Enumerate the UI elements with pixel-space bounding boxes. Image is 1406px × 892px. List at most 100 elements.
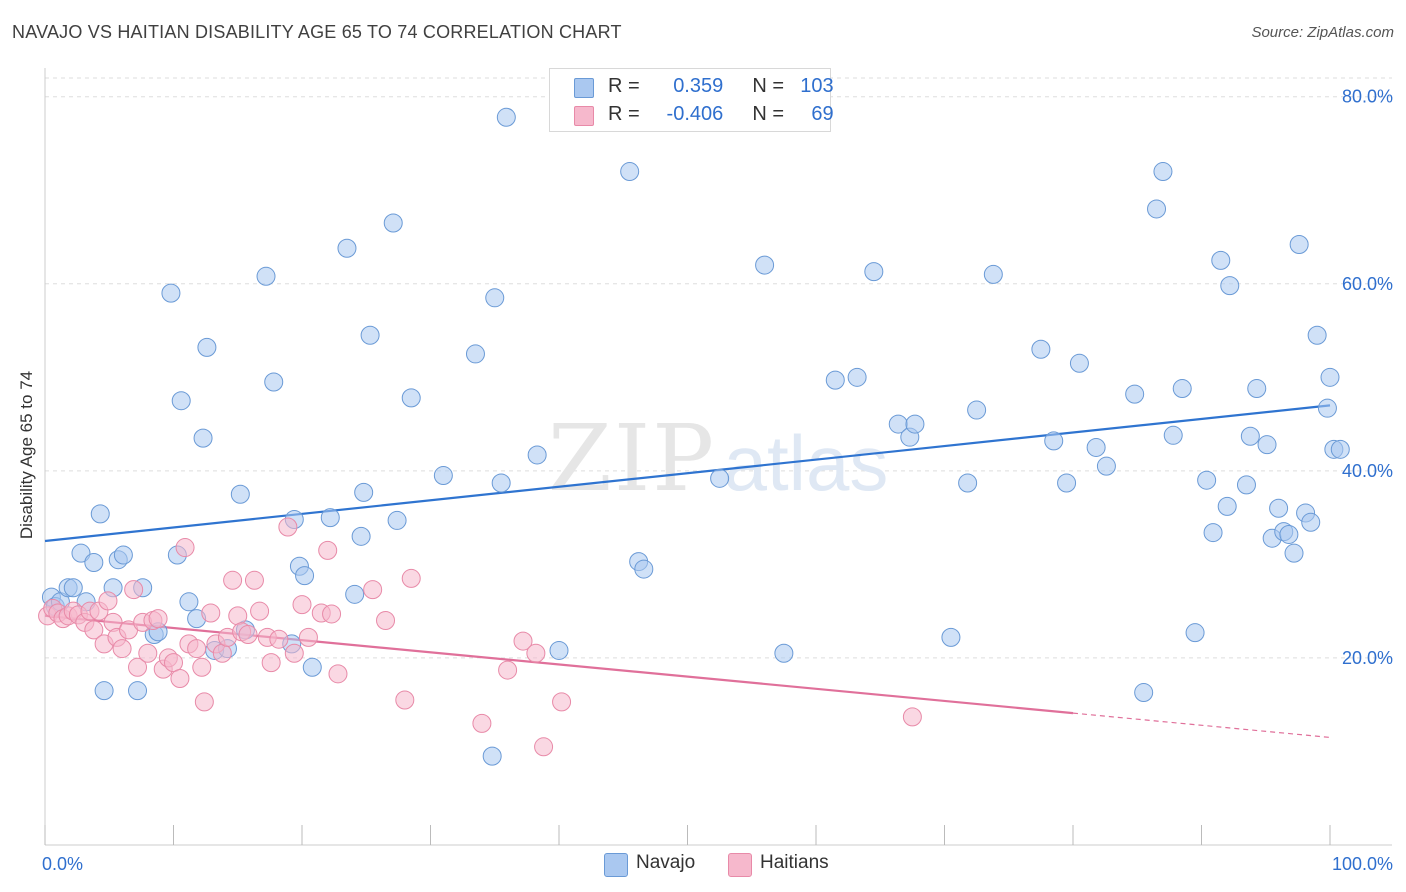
haitian-point	[187, 639, 207, 659]
haitian-point	[112, 639, 132, 659]
navajo-point	[1240, 426, 1260, 446]
haitian-point	[298, 627, 318, 647]
haitian-point	[84, 620, 104, 640]
navajo-point	[496, 107, 516, 127]
legend-haitians-n-value: 69	[811, 103, 834, 125]
haitian-point	[212, 643, 232, 663]
haitian-point	[138, 643, 158, 663]
tick-labels: 20.0% 40.0% 60.0% 80.0% 0.0% 100.0%	[42, 87, 1393, 874]
navajo-point	[360, 325, 380, 345]
haitian-point	[269, 629, 289, 649]
navajo-point	[941, 627, 961, 647]
navajo-point	[84, 553, 104, 573]
navajo-swatch	[574, 78, 594, 98]
navajo-point	[983, 264, 1003, 284]
navajo-point	[905, 414, 925, 434]
trend-lines	[44, 404, 1331, 739]
haitian-point	[148, 609, 168, 629]
navajo-point	[1269, 498, 1289, 518]
y-tick-label: 80.0%	[1342, 87, 1393, 107]
navajo-point	[302, 657, 322, 677]
navajo-point	[1217, 496, 1237, 516]
haitians-swatch	[574, 106, 594, 126]
navajo-point	[847, 367, 867, 387]
navajo-point	[1172, 379, 1192, 399]
navajo-point	[193, 428, 213, 448]
haitian-point	[170, 669, 190, 689]
haitian-point	[318, 540, 338, 560]
haitian-point	[322, 604, 342, 624]
legend-haitians-n-label: N =	[752, 103, 785, 125]
haitian-point	[552, 692, 572, 712]
navajo-point	[1203, 523, 1223, 543]
haitian-point	[250, 601, 270, 621]
navajo-point	[485, 288, 505, 308]
haitian-point	[376, 611, 396, 631]
navajo-point	[774, 643, 794, 663]
navajo-point	[1279, 524, 1299, 544]
navajo-point	[179, 592, 199, 612]
navajo-point	[71, 543, 91, 563]
navajo-point	[320, 508, 340, 528]
navajo-point	[1134, 683, 1154, 703]
watermark-atlas: atlas	[724, 419, 889, 507]
y-tick-label: 40.0%	[1342, 461, 1393, 481]
haitian-trend-extension	[1072, 712, 1331, 739]
navajo-point	[171, 391, 191, 411]
haitian-point	[513, 631, 533, 651]
navajo-point	[256, 266, 276, 286]
navajo-point	[1247, 379, 1267, 399]
navajo-point	[1307, 325, 1327, 345]
navajo-point	[1044, 431, 1064, 451]
haitian-point	[534, 737, 554, 757]
navajo-point	[1163, 425, 1183, 445]
navajo-point	[351, 526, 371, 546]
haitian-point	[223, 570, 243, 590]
haitian-point	[228, 606, 248, 626]
haitian-point	[284, 643, 304, 663]
y-tick-label: 60.0%	[1342, 274, 1393, 294]
navajo-point	[1086, 437, 1106, 457]
navajo-point	[1057, 473, 1077, 493]
correlation-legend: R = 0.359 N = 103 R = -0.406 N = 69	[549, 68, 834, 132]
navajo-point	[401, 388, 421, 408]
haitian-point	[124, 580, 144, 600]
navajo-point	[710, 468, 730, 488]
chart-title: NAVAJO VS HAITIAN DISABILITY AGE 65 TO 7…	[12, 22, 622, 42]
navajo-point	[1147, 199, 1167, 219]
haitian-point	[175, 538, 195, 558]
navajo-point	[161, 283, 181, 303]
x-tick-label: 0.0%	[42, 854, 83, 874]
haitian-point	[401, 568, 421, 588]
legend-navajo-n-label: N =	[752, 75, 785, 97]
navajo-point	[63, 578, 83, 598]
navajo-point	[345, 584, 365, 604]
navajo-point	[482, 746, 502, 766]
bottom-navajo-label: Navajo	[636, 852, 696, 873]
x-tick-label: 100.0%	[1332, 854, 1393, 874]
navajo-point	[1301, 512, 1321, 532]
haitian-point	[261, 653, 281, 673]
navajo-point	[1211, 250, 1231, 270]
haitian-trend-line	[44, 614, 1074, 715]
navajo-point	[864, 262, 884, 282]
haitian-point	[902, 707, 922, 727]
haitian-point	[328, 664, 348, 684]
navajo-point	[1317, 398, 1337, 418]
navajo-point	[1069, 353, 1089, 373]
haitian-point	[498, 660, 518, 680]
navajo-point	[1153, 162, 1173, 182]
bottom-haitians-swatch	[728, 853, 752, 877]
haitian-point	[526, 643, 546, 663]
source-label: Source: ZipAtlas.com	[1251, 24, 1394, 41]
navajo-point	[337, 238, 357, 258]
legend-navajo-n-value: 103	[800, 75, 834, 97]
navajo-point	[1236, 475, 1256, 495]
navajo-point	[230, 484, 250, 504]
navajo-point	[1320, 367, 1340, 387]
navajo-point	[1185, 623, 1205, 643]
haitian-point	[278, 517, 298, 537]
navajo-point	[128, 681, 148, 701]
legend-haitians-r-label: R =	[608, 103, 640, 125]
